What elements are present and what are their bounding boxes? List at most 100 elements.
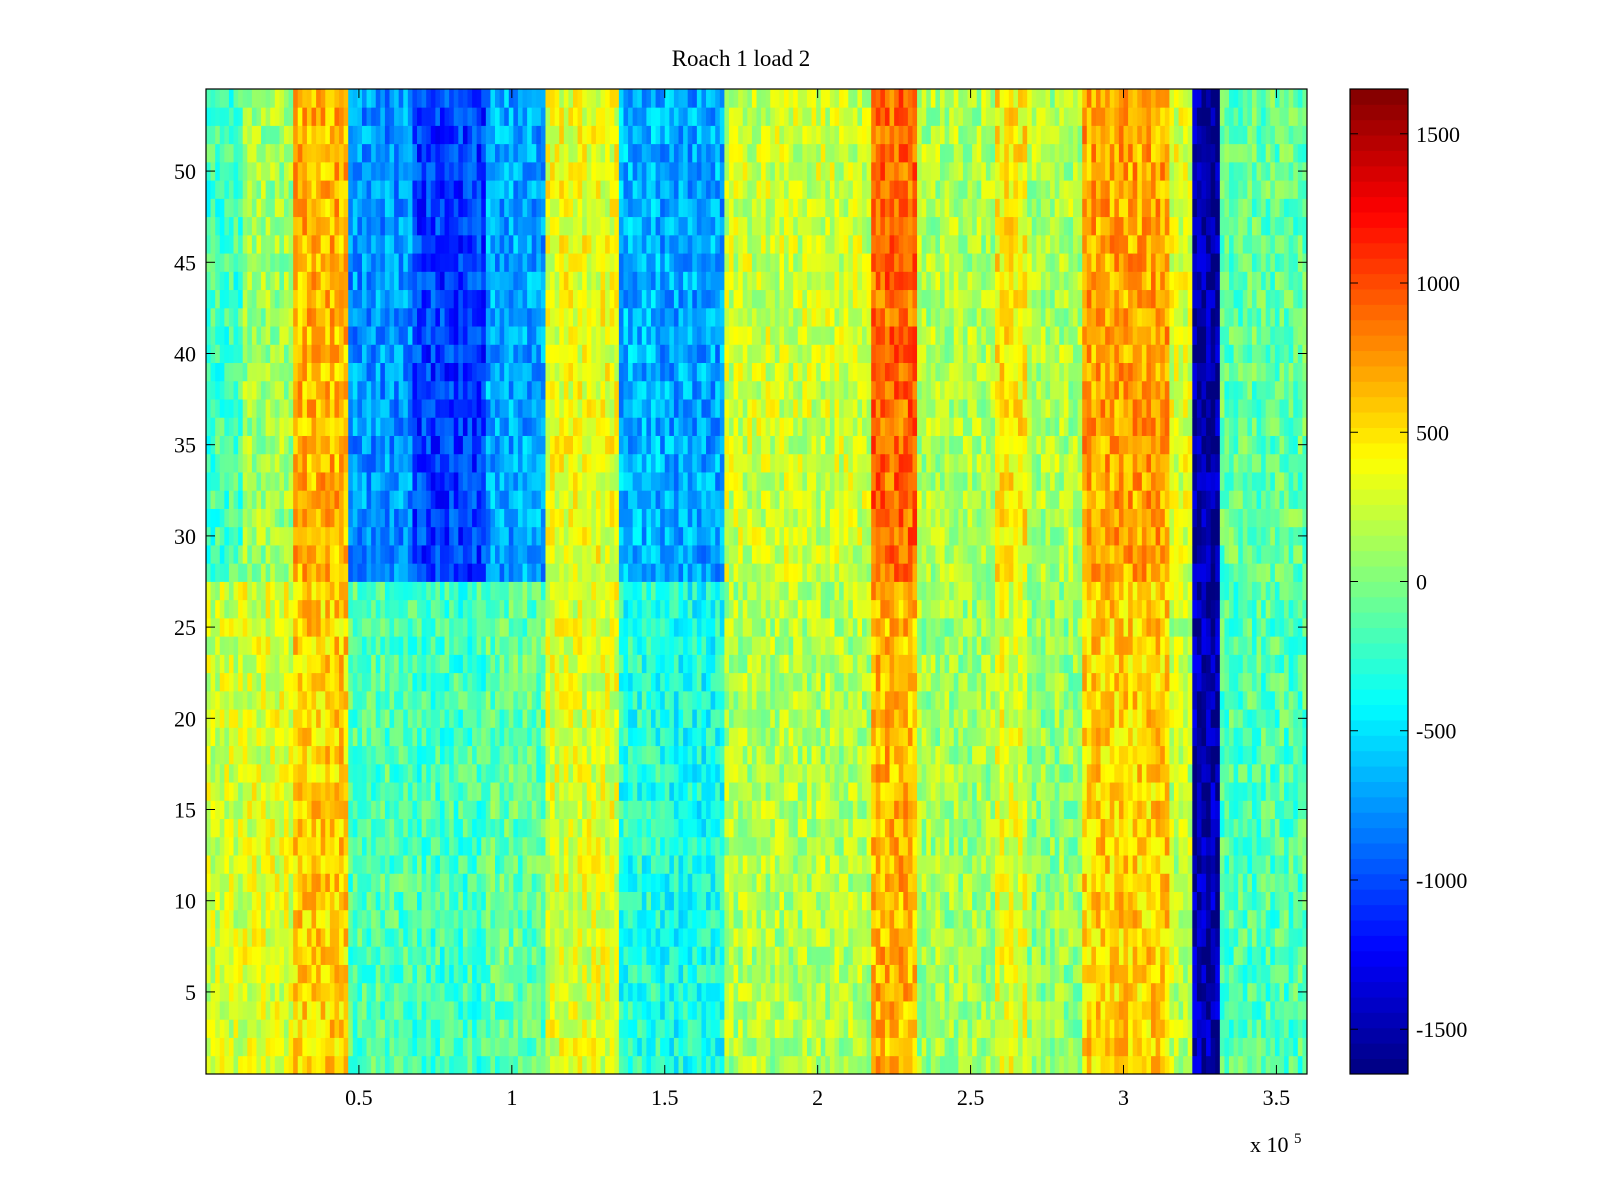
heatmap-cell <box>339 836 345 856</box>
heatmap-cell <box>655 873 661 892</box>
heatmap-cell <box>380 709 386 728</box>
heatmap-cell <box>1288 855 1294 874</box>
heatmap-cell <box>985 1055 991 1075</box>
heatmap-cell <box>586 1019 592 1038</box>
heatmap-cell <box>311 1019 317 1038</box>
heatmap-cell <box>660 745 666 765</box>
heatmap-cell <box>430 1055 436 1075</box>
heatmap-cell <box>788 800 794 820</box>
heatmap-cell <box>985 727 991 747</box>
heatmap-cell <box>857 745 863 765</box>
heatmap-cell <box>265 818 271 838</box>
heatmap-cell <box>1008 928 1014 947</box>
heatmap-cell <box>439 800 445 820</box>
heatmap-cell <box>614 1001 620 1020</box>
heatmap-cell <box>490 1001 496 1020</box>
heatmap-cell <box>949 891 955 911</box>
heatmap-cell <box>563 1055 569 1075</box>
heatmap-cell <box>889 782 895 801</box>
heatmap-cell <box>595 1019 601 1038</box>
heatmap-cell <box>834 982 840 1002</box>
heatmap-cell <box>430 800 436 820</box>
heatmap-cell <box>559 1055 565 1075</box>
heatmap-cell <box>738 891 744 911</box>
heatmap-cell <box>481 928 487 947</box>
heatmap-cell <box>467 1019 473 1038</box>
heatmap-cell <box>962 836 968 856</box>
heatmap-cell <box>472 763 478 783</box>
heatmap-cell <box>696 763 702 783</box>
heatmap-cell <box>866 1055 872 1075</box>
heatmap-cell <box>1082 1055 1088 1075</box>
heatmap-cell <box>1059 818 1065 838</box>
heatmap-cell <box>811 745 817 765</box>
heatmap-cell <box>1238 964 1244 984</box>
heatmap-cell <box>536 1055 542 1075</box>
heatmap-cell <box>600 964 606 984</box>
heatmap-cell <box>995 964 1001 984</box>
heatmap-cell <box>637 836 643 856</box>
heatmap-cell <box>884 1037 890 1057</box>
heatmap-cell <box>628 1019 634 1038</box>
heatmap-cell <box>967 782 973 801</box>
heatmap-cell <box>206 873 211 892</box>
heatmap-cell <box>1017 745 1023 765</box>
heatmap-cell <box>848 709 854 728</box>
heatmap-cell <box>242 709 248 728</box>
heatmap-cell <box>472 1001 478 1020</box>
heatmap-cell <box>912 891 918 911</box>
heatmap-cell <box>628 891 634 911</box>
heatmap-cell <box>930 946 936 965</box>
heatmap-cell <box>715 909 721 929</box>
heatmap-cell <box>1013 855 1019 874</box>
heatmap-cell <box>325 1037 331 1057</box>
heatmap-cell <box>972 763 978 783</box>
heatmap-cell <box>242 855 248 874</box>
heatmap-cell <box>1123 727 1129 747</box>
heatmap-cell <box>1008 873 1014 892</box>
heatmap-cell <box>944 909 950 929</box>
heatmap-cell <box>261 964 267 984</box>
heatmap-cell <box>1086 1055 1092 1075</box>
heatmap-cell <box>1256 928 1262 947</box>
heatmap-cell <box>550 909 556 929</box>
heatmap-cell <box>1192 891 1198 911</box>
heatmap-cell <box>618 818 624 838</box>
heatmap-cell <box>1274 928 1280 947</box>
heatmap-cell <box>228 909 234 929</box>
heatmap-cell <box>829 873 835 892</box>
heatmap-cell <box>618 1019 624 1038</box>
heatmap-cell <box>843 818 849 838</box>
heatmap-cell <box>1302 836 1308 856</box>
heatmap-cell <box>889 709 895 728</box>
heatmap-cell <box>912 818 918 838</box>
heatmap-cell <box>921 909 927 929</box>
heatmap-cell <box>669 763 675 783</box>
heatmap-cell <box>1279 818 1285 838</box>
heatmap-cell <box>522 800 528 820</box>
heatmap-cell <box>306 873 312 892</box>
heatmap-cell <box>811 873 817 892</box>
heatmap-cell <box>1279 964 1285 984</box>
heatmap-cell <box>554 727 560 747</box>
heatmap-cell <box>357 964 363 984</box>
heatmap-cell <box>940 891 945 911</box>
heatmap-cell <box>990 1055 996 1075</box>
heatmap-cell <box>1141 909 1147 929</box>
heatmap-cell <box>1206 1055 1212 1075</box>
heatmap-cell <box>270 909 276 929</box>
heatmap-cell <box>894 763 900 783</box>
heatmap-cell <box>1095 855 1101 874</box>
heatmap-cell <box>1164 745 1170 765</box>
heatmap-cell <box>1288 964 1294 984</box>
heatmap-cell <box>724 873 730 892</box>
heatmap-cell <box>504 909 510 929</box>
heatmap-cell <box>458 763 464 783</box>
heatmap-cell <box>1183 763 1189 783</box>
heatmap-cell <box>839 818 845 838</box>
heatmap-cell <box>701 690 707 710</box>
heatmap-cell <box>793 1055 799 1075</box>
heatmap-cell <box>981 818 987 838</box>
heatmap-cell <box>348 982 354 1002</box>
heatmap-cell <box>251 1037 257 1057</box>
